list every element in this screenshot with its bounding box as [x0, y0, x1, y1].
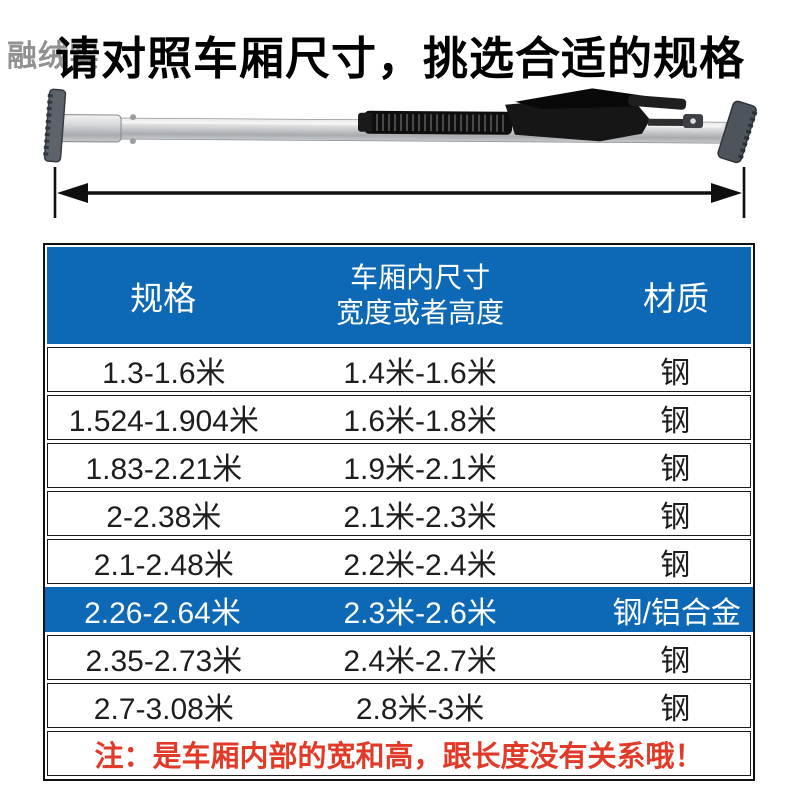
spec-value: 2-2.38米 — [106, 500, 222, 534]
size-value: 1.4米-1.6米 — [343, 356, 497, 390]
arrow-left-head — [57, 183, 88, 203]
table-row: 2-2.38米 2.1米-2.3米 钢 — [47, 491, 751, 536]
material-value: 钢 — [660, 452, 691, 486]
measurement-arrow — [53, 167, 746, 218]
material-value: 钢 — [660, 548, 691, 582]
ratchet-mechanism — [505, 88, 704, 142]
header-size: 车厢内尺寸 宽度或者高度 — [279, 261, 561, 329]
ribbed-sleeve — [357, 110, 513, 135]
table-row: 2.7-3.08米 2.8米-3米 钢 — [47, 683, 751, 728]
size-value: 2.2米-2.4米 — [343, 548, 497, 582]
cargo-bar — [43, 88, 758, 164]
table-row: 1.524-1.904米 1.6米-1.8米 钢 — [47, 395, 751, 440]
material-value: 钢 — [660, 644, 691, 678]
table-row: 2.1-2.48米 2.2米-2.4米 钢 — [47, 539, 751, 584]
header-size-line1: 车厢内尺寸 — [350, 262, 491, 294]
size-value: 2.3米-2.6米 — [343, 596, 497, 630]
spec-value: 2.1-2.48米 — [93, 548, 234, 582]
arrow-right-head — [711, 183, 742, 203]
spec-table: 规格 车厢内尺寸 宽度或者高度 材质 1.3-1.6米 1.4米-1.6米 钢 … — [43, 243, 755, 781]
table-row: 2.35-2.73米 2.4米-2.7米 钢 — [47, 635, 751, 680]
watermark-text: 融绒实 — [7, 40, 100, 73]
table-body: 1.3-1.6米 1.4米-1.6米 钢 1.524-1.904米 1.6米-1… — [45, 347, 753, 728]
spec-value: 1.3-1.6米 — [102, 356, 226, 390]
material-value: 钢 — [660, 356, 691, 390]
material-value: 钢 — [660, 500, 691, 534]
table-header-row: 规格 车厢内尺寸 宽度或者高度 材质 — [47, 247, 751, 344]
material-value: 钢/铝合金 — [612, 596, 741, 630]
spec-value: 1.83-2.21米 — [85, 452, 243, 486]
size-value: 2.8米-3米 — [355, 692, 485, 726]
note-row: 注：是车厢内部的宽和高，跟长度没有关系哦！ — [47, 731, 751, 776]
size-value: 2.4米-2.7米 — [343, 644, 497, 678]
table-row: 1.83-2.21米 1.9米-2.1米 钢 — [47, 443, 751, 488]
table-row: 1.3-1.6米 1.4米-1.6米 钢 — [47, 347, 751, 392]
header-material: 材质 — [642, 279, 709, 317]
left-foot-pad — [43, 88, 67, 163]
size-value: 2.1米-2.3米 — [343, 500, 497, 534]
spec-value: 2.26-2.64米 — [84, 596, 241, 630]
spec-value: 2.35-2.73米 — [85, 644, 243, 678]
table-row: 2.26-2.64米 2.3米-2.6米 钢/铝合金 — [45, 587, 753, 632]
note-text: 注：是车厢内部的宽和高，跟长度没有关系哦！ — [94, 740, 704, 773]
cargo-bar-graphic — [43, 88, 758, 218]
material-value: 钢 — [660, 692, 691, 726]
header-spec: 规格 — [130, 279, 197, 317]
material-value: 钢 — [660, 404, 691, 438]
size-value: 1.6米-1.8米 — [343, 404, 497, 438]
header-size-line2: 宽度或者高度 — [336, 296, 505, 328]
page-title: 请对照车厢尺寸，挑选合适的规格 — [54, 33, 745, 84]
spec-value: 2.7-3.08米 — [93, 692, 234, 726]
spec-value: 1.524-1.904米 — [68, 404, 259, 438]
size-value: 1.9米-2.1米 — [343, 452, 497, 486]
right-foot-pad — [717, 100, 758, 164]
